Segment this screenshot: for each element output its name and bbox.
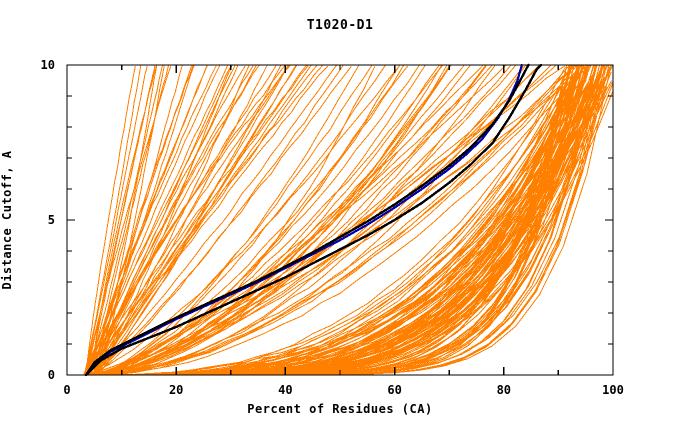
- x-axis-title: Percent of Residues (CA): [247, 402, 433, 416]
- model-curve: [83, 65, 208, 376]
- model-curve: [85, 64, 289, 376]
- chart-title: T1020-D1: [306, 18, 374, 33]
- x-tick-label: 40: [278, 383, 293, 397]
- x-tick-label: 0: [63, 383, 71, 397]
- model-curve: [84, 65, 309, 376]
- x-tick-label: 80: [496, 383, 512, 397]
- model-curve: [83, 64, 308, 376]
- model-curve: [87, 64, 420, 376]
- axis-ticks: [66, 64, 614, 376]
- model-curve: [92, 64, 527, 376]
- model-curve: [84, 84, 572, 376]
- model-curve: [87, 65, 408, 376]
- model-curve: [88, 64, 444, 376]
- model-curve: [92, 64, 541, 376]
- model-curve: [87, 64, 195, 376]
- model-curve: [91, 64, 250, 376]
- reference-curve-reference-black-2: [84, 63, 543, 377]
- reference-curve-reference-black-1: [84, 63, 530, 377]
- model-curve: [93, 64, 587, 376]
- x-tick-label: 20: [168, 383, 184, 397]
- model-curve: [83, 64, 142, 376]
- model-curve: [94, 66, 582, 376]
- model-curves-group: [82, 64, 614, 376]
- reference-curves-group: [84, 63, 543, 377]
- model-curve: [84, 65, 400, 376]
- model-curve: [88, 64, 552, 376]
- model-curve: [89, 65, 217, 376]
- model-curve: [92, 69, 570, 376]
- model-curve: [90, 64, 337, 376]
- y-tick-label: 5: [47, 213, 55, 227]
- model-curve: [95, 64, 282, 376]
- model-curve: [95, 64, 260, 376]
- model-curve: [85, 66, 156, 376]
- model-curve: [85, 66, 172, 376]
- model-curve: [89, 64, 405, 376]
- model-curve: [96, 64, 387, 376]
- model-curve: [93, 64, 575, 376]
- model-curve: [90, 64, 493, 376]
- model-curve: [91, 66, 328, 376]
- model-curve: [84, 64, 229, 376]
- model-curve: [84, 66, 148, 376]
- model-curve: [83, 64, 257, 376]
- x-tick-label: 60: [387, 383, 402, 397]
- model-curve: [94, 64, 255, 376]
- model-curve: [88, 64, 324, 376]
- y-tick-label: 0: [47, 368, 55, 382]
- y-tick-label: 10: [40, 58, 55, 72]
- model-curve: [93, 65, 239, 376]
- model-curve: [85, 66, 136, 376]
- x-tick-label: 100: [602, 383, 624, 397]
- model-curve: [87, 64, 163, 376]
- model-curve: [89, 64, 543, 376]
- model-curve: [94, 64, 268, 376]
- model-curve: [93, 64, 183, 376]
- model-curve: [95, 65, 487, 376]
- model-curve: [91, 65, 570, 376]
- model-curve: [88, 64, 312, 376]
